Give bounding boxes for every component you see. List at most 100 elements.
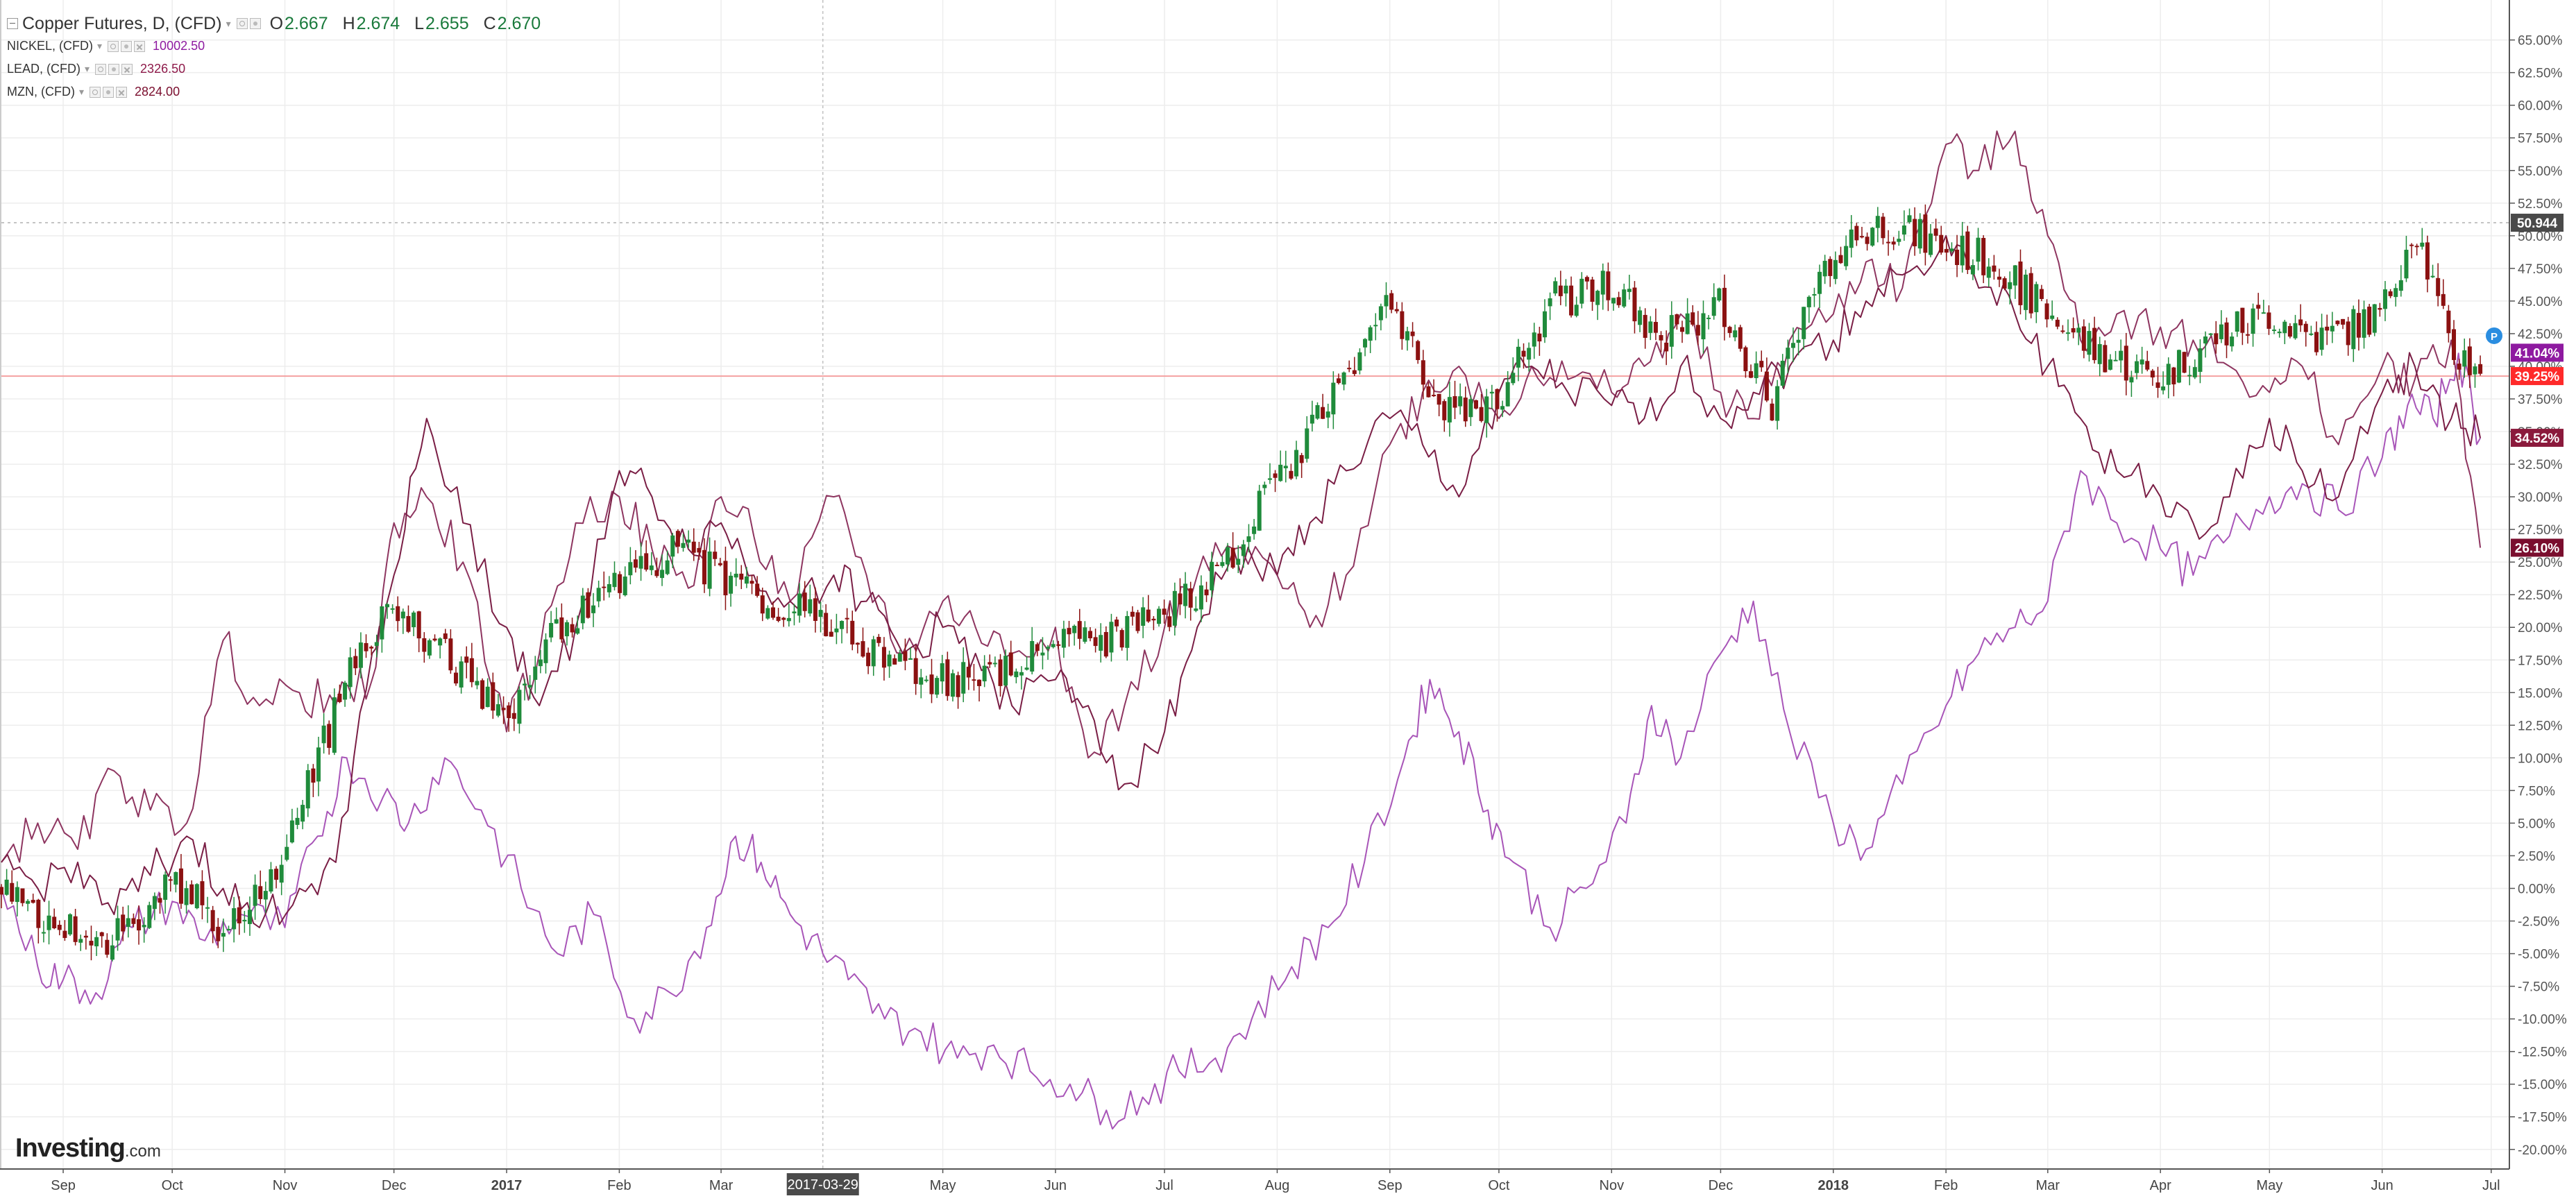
candle-body <box>2420 242 2425 247</box>
candle-body <box>881 647 886 668</box>
candle-body <box>1087 631 1092 638</box>
candle-body <box>1553 281 1558 293</box>
candle-body <box>2356 313 2361 338</box>
candle-body <box>210 910 215 932</box>
eye-icon[interactable] <box>95 63 107 75</box>
candle-body <box>670 535 675 557</box>
candle-body <box>1701 313 1706 340</box>
candle-body <box>602 586 607 588</box>
candle-body <box>1500 406 1505 410</box>
eye-icon[interactable] <box>90 86 101 98</box>
end-label-box <box>2511 367 2564 386</box>
eye-icon[interactable] <box>236 18 248 29</box>
candle-body <box>263 891 268 900</box>
candle-body <box>1289 470 1294 479</box>
candle-body <box>1368 327 1373 341</box>
candle-body <box>1891 241 1896 245</box>
candle-body <box>1659 335 1663 341</box>
y-axis[interactable]: 65.00% 62.50% 60.00% 57.50% 55.00% 52.50% 50.0… <box>2509 0 2567 1169</box>
candle-body <box>2103 345 2108 373</box>
candle-body <box>380 606 384 640</box>
candle-body <box>1976 237 1981 262</box>
collapse-icon[interactable] <box>7 18 18 29</box>
candle-body <box>729 575 734 594</box>
series-label[interactable]: LEAD, (CFD) <box>7 62 81 76</box>
candle-body <box>1357 352 1362 371</box>
candle-body <box>554 619 559 624</box>
candle-body <box>1325 411 1330 418</box>
candle-body <box>374 642 379 646</box>
gear-icon[interactable] <box>121 40 133 52</box>
open-value: 2.667 <box>285 13 328 33</box>
chevron-down-icon[interactable]: ▾ <box>97 40 103 51</box>
investing-logo[interactable]: Investing.com <box>15 1134 161 1163</box>
candle-body <box>1125 615 1130 648</box>
candle-body <box>1844 246 1849 266</box>
candle-body <box>2018 261 2023 305</box>
low-key: L <box>414 13 425 33</box>
candle-body <box>258 886 263 899</box>
gear-icon[interactable] <box>249 18 261 29</box>
candle-body <box>2219 324 2223 339</box>
series-label[interactable]: MZN, (CFD) <box>7 85 75 99</box>
candle-body <box>681 543 686 548</box>
candle-body <box>1437 393 1441 405</box>
close-icon[interactable] <box>116 86 128 98</box>
candle-body <box>343 683 348 700</box>
series-value: 2326.50 <box>140 62 186 76</box>
candle-body <box>1711 297 1716 316</box>
open-key: O <box>269 13 284 33</box>
gear-icon[interactable] <box>103 86 115 98</box>
candle-body <box>1267 478 1272 480</box>
candle-body <box>2467 346 2472 375</box>
candle-body <box>998 659 1003 686</box>
eye-icon[interactable] <box>108 40 119 52</box>
chevron-down-icon[interactable]: ▾ <box>85 63 90 74</box>
series-label[interactable]: NICKEL, (CFD) <box>7 39 94 53</box>
chevron-down-icon[interactable]: ▾ <box>226 17 231 29</box>
y-tick-label: -15.00% <box>2518 1078 2567 1093</box>
x-axis[interactable]: Sep Oct Nov Dec 2017 Feb Mar May Jun Jul Aug Sep Oct… <box>0 1168 2509 1195</box>
legend-series-lead: LEAD, (CFD) ▾ 2326.50 <box>7 58 550 80</box>
candle-body <box>1881 216 1886 239</box>
candle-body <box>1917 219 1922 249</box>
grid <box>0 0 2509 1169</box>
close-icon[interactable] <box>121 63 133 75</box>
candle-body <box>2398 280 2403 291</box>
candle-body <box>1363 339 1368 348</box>
symbol-label[interactable]: Copper Futures, D, (CFD) <box>22 13 222 33</box>
candle-body <box>364 642 368 651</box>
candle-body <box>1384 295 1389 307</box>
candle-body <box>1854 225 1859 241</box>
close-icon[interactable] <box>134 40 146 52</box>
candle-body <box>384 604 389 608</box>
candle-body <box>2087 331 2092 355</box>
candle-body <box>1230 547 1235 568</box>
y-tick-label: 37.50% <box>2518 393 2563 407</box>
candle-body <box>2330 325 2334 332</box>
candle-body <box>1389 293 1394 310</box>
candle-body <box>1046 647 1051 649</box>
y-tick-label: 25.00% <box>2518 556 2563 570</box>
chevron-down-icon[interactable]: ▾ <box>78 86 85 97</box>
candle-body <box>1886 241 1891 244</box>
candle-body <box>459 661 464 688</box>
candle-body <box>1537 333 1542 342</box>
candle-body <box>1299 455 1304 463</box>
candle-body <box>2430 275 2435 278</box>
ohlc-values: O2.667 H2.674 L2.655 C2.670 <box>270 14 551 34</box>
legend: Copper Futures, D, (CFD) ▾ O2.667 H2.674… <box>7 12 550 103</box>
candle-body <box>1569 285 1574 316</box>
candle-body <box>723 561 728 596</box>
candle-body <box>1336 378 1341 384</box>
candle-body <box>2113 359 2118 361</box>
gear-icon[interactable] <box>108 63 120 75</box>
candle-body <box>142 925 146 928</box>
candle-body <box>2272 330 2277 332</box>
x-tick-label: Apr <box>2150 1178 2171 1193</box>
candle-body <box>919 677 924 685</box>
candle-body <box>697 547 702 553</box>
candle-body <box>2335 321 2340 325</box>
candle-body <box>1003 656 1008 685</box>
